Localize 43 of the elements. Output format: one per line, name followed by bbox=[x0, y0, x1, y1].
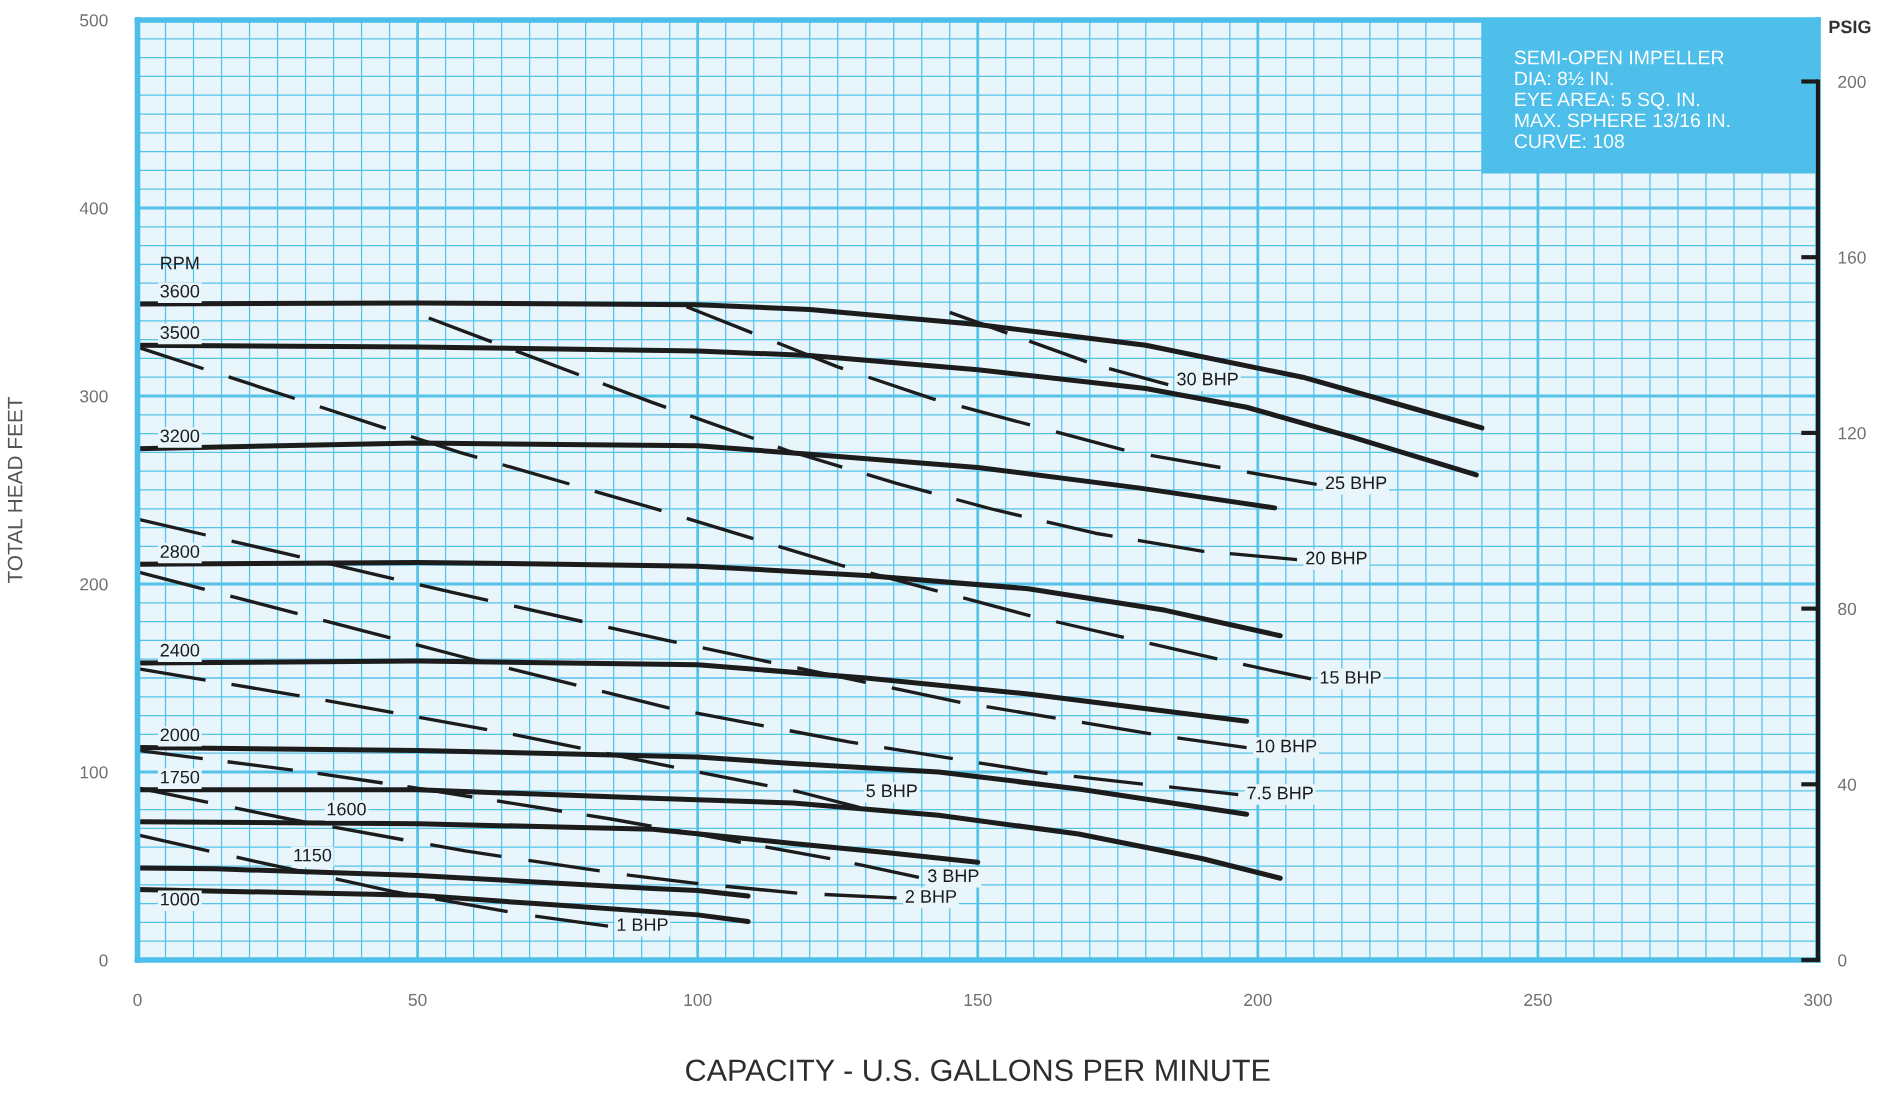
x-tick-label: 100 bbox=[684, 993, 712, 1007]
x-tick-label: 300 bbox=[1804, 993, 1832, 1007]
series-label: 2800 bbox=[160, 545, 200, 558]
series-label: 15 BHP bbox=[1320, 671, 1381, 684]
series-label: 25 BHP bbox=[1325, 476, 1387, 490]
series-label: 30 BHP bbox=[1177, 372, 1238, 386]
series-label: 1600 bbox=[327, 802, 366, 816]
y-tick-label: 100 bbox=[80, 766, 108, 779]
x-axis-title: CAPACITY - U.S. GALLONS PER MINUTE bbox=[686, 1059, 1270, 1082]
y-tick-label: 0 bbox=[99, 954, 108, 967]
series-label: 2000 bbox=[160, 728, 200, 742]
series-label: 3 BHP bbox=[927, 869, 979, 883]
y-tick-label: 500 bbox=[80, 14, 108, 27]
y2-tick-label: 120 bbox=[1838, 427, 1866, 440]
x-tick-label: 150 bbox=[964, 993, 992, 1007]
y2-tick-label: 40 bbox=[1837, 778, 1857, 791]
y-axis-title: TOTAL HEAD FEET bbox=[7, 396, 23, 584]
annotation: SEMI-OPEN IMPELLER DIA: 8½ IN. EYE AREA: 5 SQ. IN. MAX. SPHERE 13/16 IN. CURVE: 108 bbox=[1514, 50, 1730, 149]
series-label: 2400 bbox=[160, 643, 200, 657]
y-tick-label: 200 bbox=[80, 578, 108, 591]
series-label: 1 BHP bbox=[617, 918, 668, 931]
y-tick-label: 300 bbox=[80, 390, 108, 403]
series-label: 2 BHP bbox=[905, 890, 957, 903]
series-label: 1750 bbox=[161, 770, 200, 784]
y-tick-label: 400 bbox=[79, 202, 108, 215]
x-tick-label: 250 bbox=[1524, 993, 1552, 1007]
y2-tick-label: 0 bbox=[1838, 954, 1847, 967]
y2-tick-label: 200 bbox=[1838, 75, 1866, 88]
x-tick-label: 50 bbox=[408, 993, 427, 1007]
series-label: 7.5 BHP bbox=[1247, 786, 1313, 800]
y2-tick-label: 160 bbox=[1838, 251, 1866, 264]
series-label: 10 BHP bbox=[1256, 739, 1317, 753]
series-label: 1150 bbox=[294, 848, 332, 862]
series-label: 3200 bbox=[160, 429, 200, 443]
series-label: 3600 bbox=[160, 284, 200, 298]
x-tick-label: 200 bbox=[1244, 993, 1272, 1007]
x-tick-label: 0 bbox=[133, 993, 142, 1007]
series-label: 20 BHP bbox=[1306, 551, 1367, 565]
y2-axis-title: PSIG bbox=[1829, 20, 1871, 34]
series-label: 3500 bbox=[160, 326, 200, 339]
series-label: 5 BHP bbox=[866, 784, 917, 798]
y2-tick-label: 80 bbox=[1838, 602, 1857, 616]
series-label: 1000 bbox=[161, 892, 200, 906]
